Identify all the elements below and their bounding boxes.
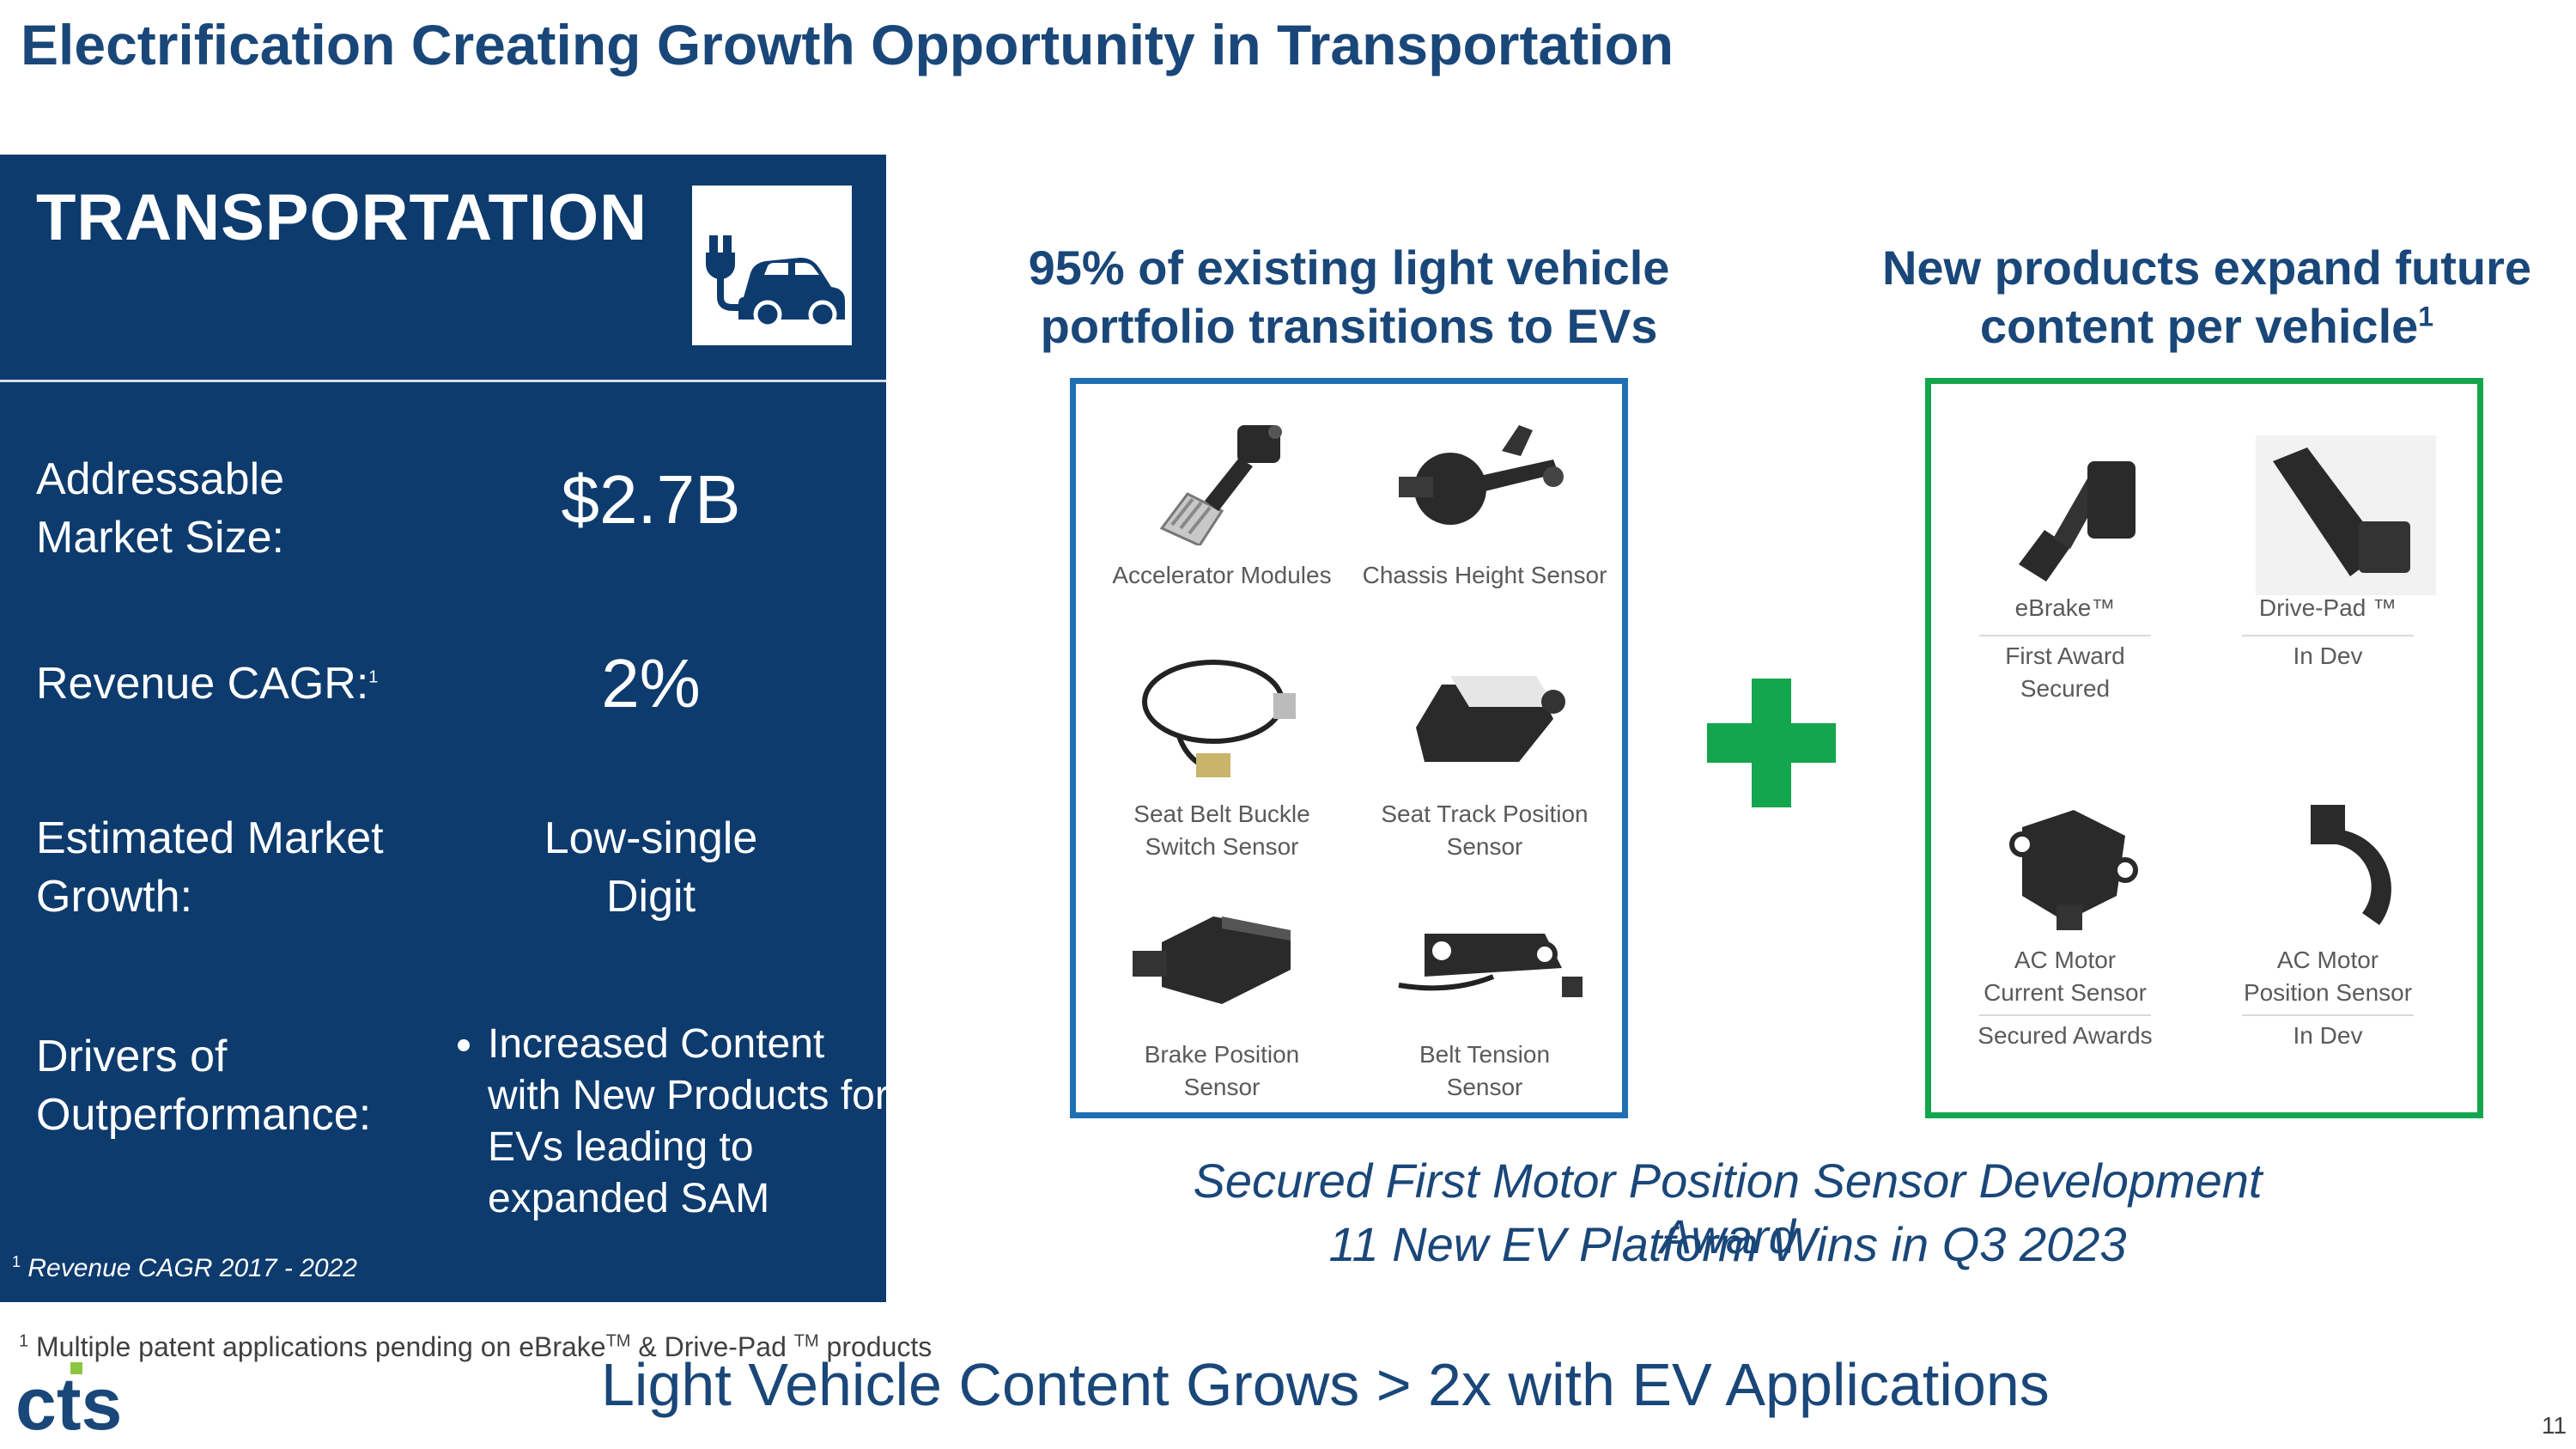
drive-pad-image xyxy=(2256,435,2436,595)
panel-footnote-text: Revenue CAGR 2017 - 2022 xyxy=(27,1254,357,1282)
caption-seat-belt-buckle-line1: Seat Belt Buckle xyxy=(1133,801,1310,827)
seat-track-position-sensor-image xyxy=(1416,676,1565,762)
market-size-label: Addressable Market Size: xyxy=(36,450,284,567)
market-size-value: $2.7B xyxy=(561,461,741,538)
ac-motor-position-name-line2: Position Sensor xyxy=(2243,979,2413,1006)
new-products-heading-line1: New products expand future xyxy=(1881,240,2532,295)
page-number: 11 xyxy=(2542,1412,2567,1439)
patent-footnote-text-c: products xyxy=(818,1331,933,1362)
market-growth-label: Estimated Market Growth: xyxy=(36,809,384,926)
ac-motor-current-sensor-image xyxy=(2009,810,2138,930)
ebrake-status-line1: First Award xyxy=(2005,642,2125,669)
patent-footnote-sup: 1 xyxy=(19,1331,29,1351)
market-size-label-line1: Addressable xyxy=(36,454,285,504)
ac-motor-current-name: AC Motor Current Sensor xyxy=(1962,944,2168,1009)
ev-car-plug-icon xyxy=(692,186,852,345)
caption-accelerator-modules-line1: Accelerator Modules xyxy=(1112,562,1332,588)
new-products-heading-line2-text: content per vehicle xyxy=(1979,299,2419,353)
ebrake-status: First Award Secured xyxy=(1962,640,2168,705)
revenue-cagr-label: Revenue CAGR:1 xyxy=(36,654,378,713)
bottom-headline: Light Vehicle Content Grows > 2x with EV… xyxy=(601,1351,2050,1418)
new-products-heading-sup: 1 xyxy=(2418,301,2434,332)
caption-belt-tension-line1: Belt Tension xyxy=(1419,1041,1551,1068)
patent-footnote-text-a: Multiple patent applications pending on … xyxy=(36,1331,606,1362)
panel-footnote-sup: 1 xyxy=(12,1253,21,1270)
transportation-panel: TRANSPORTATION Addressable Market Size: … xyxy=(0,155,889,1302)
panel-divider xyxy=(0,380,886,382)
market-size-label-line2: Market Size: xyxy=(36,513,284,563)
market-growth-value-line2: Digit xyxy=(605,872,696,922)
existing-products-box: Accelerator Modules Chassis Height Senso… xyxy=(1070,378,1628,1118)
ebrake-name: eBrake™ xyxy=(2014,594,2116,621)
drivers-label: Drivers of Outperformance: xyxy=(36,1027,371,1144)
caption-seat-belt-buckle: Seat Belt Buckle Switch Sensor xyxy=(1093,798,1351,863)
caption-accelerator-modules: Accelerator Modules xyxy=(1093,559,1351,592)
caption-seat-track-position-line2: Sensor xyxy=(1446,833,1523,860)
ac-motor-current-divider xyxy=(1979,1014,2151,1016)
ac-motor-position-name-line1: AC Motor xyxy=(2276,947,2379,973)
ac-motor-position-status: In Dev xyxy=(2293,1022,2363,1049)
ac-motor-current-name-line2: Current Sensor xyxy=(1984,979,2147,1006)
seat-belt-buckle-sensor-image xyxy=(1142,660,1296,777)
caption-belt-tension-line2: Sensor xyxy=(1446,1074,1523,1100)
drive-pad-divider xyxy=(2242,635,2414,636)
logo-text: cts xyxy=(15,1363,122,1440)
ac-motor-position-divider xyxy=(2242,1014,2414,1016)
caption-belt-tension: Belt Tension Sensor xyxy=(1356,1038,1613,1104)
patent-footnote: 1 Multiple patent applications pending o… xyxy=(19,1331,932,1363)
highlight-line1: Secured First Motor Position Sensor Deve… xyxy=(1193,1154,2263,1263)
revenue-cagr-label-text: Revenue CAGR: xyxy=(36,659,369,709)
caption-brake-position-line2: Sensor xyxy=(1183,1074,1261,1100)
patent-footnote-text-b: & Drive-Pad xyxy=(630,1331,794,1362)
new-products-heading: New products expand future content per v… xyxy=(1829,239,2576,356)
drivers-label-line1: Drivers of xyxy=(36,1032,228,1081)
new-products-box: eBrake™ First Award Secured Drive-Pad ™ … xyxy=(1925,378,2483,1118)
brake-position-sensor-image xyxy=(1133,916,1291,1004)
drivers-label-line2: Outperformance: xyxy=(36,1090,372,1140)
caption-brake-position: Brake Position Sensor xyxy=(1093,1038,1351,1104)
belt-tension-sensor-image xyxy=(1398,934,1583,997)
drivers-bullets: Increased Content with New Products for … xyxy=(448,1019,900,1225)
caption-brake-position-line1: Brake Position xyxy=(1144,1041,1300,1068)
market-growth-label-line2: Growth: xyxy=(36,872,193,922)
ebrake-status-line2: Secured xyxy=(2020,675,2111,702)
ac-motor-position-name: AC Motor Position Sensor xyxy=(2225,944,2431,1009)
highlight-line2: 11 New EV Platform Wins in Q3 2023 xyxy=(1328,1217,2127,1271)
chassis-height-sensor-image xyxy=(1399,425,1564,525)
existing-heading: 95% of existing light vehicle portfolio … xyxy=(984,239,1714,356)
market-growth-label-line1: Estimated Market xyxy=(36,813,384,863)
market-growth-value: Low-single Digit xyxy=(453,809,848,926)
market-growth-value-line1: Low-single xyxy=(544,813,758,863)
panel-footnote: 1 Revenue CAGR 2017 - 2022 xyxy=(12,1254,357,1283)
drive-pad-name: Drive-Pad ™ xyxy=(2258,594,2397,621)
caption-chassis-height-sensor-line1: Chassis Height Sensor xyxy=(1362,562,1607,588)
ac-motor-current-name-line1: AC Motor xyxy=(2014,947,2117,973)
patent-footnote-tm1: TM xyxy=(605,1331,631,1351)
revenue-cagr-sup: 1 xyxy=(368,667,379,687)
panel-heading: TRANSPORTATION xyxy=(36,181,648,254)
ac-motor-current-status: Secured Awards xyxy=(1978,1022,2153,1049)
caption-seat-track-position: Seat Track Position Sensor xyxy=(1356,798,1613,863)
plus-icon xyxy=(1707,679,1836,807)
caption-chassis-height-sensor: Chassis Height Sensor xyxy=(1356,559,1613,592)
drivers-bullet: Increased Content with New Products for … xyxy=(488,1019,900,1225)
existing-heading-line1: 95% of existing light vehicle xyxy=(1028,240,1670,295)
caption-seat-belt-buckle-line2: Switch Sensor xyxy=(1145,833,1299,860)
patent-footnote-tm2: TM xyxy=(793,1331,819,1351)
cts-logo: cts xyxy=(15,1362,161,1446)
drive-pad-status: In Dev xyxy=(2293,642,2363,669)
new-products-heading-line2: content per vehicle1 xyxy=(1829,297,2576,356)
page-title: Electrification Creating Growth Opportun… xyxy=(21,13,1674,76)
existing-heading-line2: portfolio transitions to EVs xyxy=(1040,299,1658,353)
ebrake-image xyxy=(2019,461,2136,581)
revenue-cagr-value: 2% xyxy=(601,645,701,721)
ac-motor-position-sensor-image xyxy=(2297,805,2391,925)
ebrake-divider xyxy=(1979,635,2151,636)
accelerator-module-image xyxy=(1159,425,1282,545)
caption-seat-track-position-line1: Seat Track Position xyxy=(1381,801,1589,827)
